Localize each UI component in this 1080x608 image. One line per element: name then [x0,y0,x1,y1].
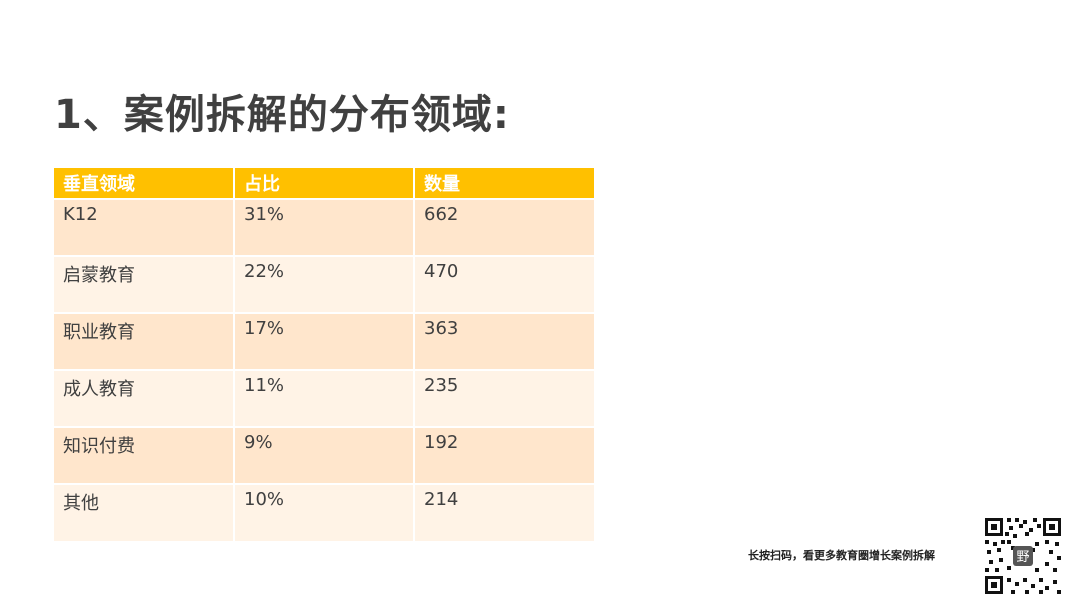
table-row: 职业教育 17% 363 [54,312,594,370]
cell-count: 363 [414,312,594,370]
cell-share: 22% [234,255,415,313]
header-share: 占比 [234,168,415,199]
cell-domain: 职业教育 [54,312,235,370]
cell-share: 11% [234,369,415,427]
cell-count: 192 [414,426,594,484]
qr-code-icon[interactable]: 野 [983,516,1063,596]
cell-count: 214 [414,483,594,541]
scan-caption: 长按扫码，看更多教育圈增长案例拆解 [748,549,935,562]
table-row: 成人教育 11% 235 [54,369,594,427]
cell-domain: 其他 [54,483,235,541]
header-count: 数量 [414,168,594,199]
cell-domain: 成人教育 [54,369,235,427]
table-header-row: 垂直领域 占比 数量 [54,168,594,199]
cell-domain: 知识付费 [54,426,235,484]
cell-share: 10% [234,483,415,541]
page-title: 1、案例拆解的分布领域: [54,92,510,138]
qr-center-label: 野 [1016,550,1029,565]
table-row: 知识付费 9% 192 [54,426,594,484]
cell-count: 662 [414,198,594,256]
cell-count: 235 [414,369,594,427]
cell-domain: K12 [54,198,235,256]
table-row: 启蒙教育 22% 470 [54,255,594,313]
table-row: K12 31% 662 [54,198,594,256]
cell-share: 31% [234,198,415,256]
cell-domain: 启蒙教育 [54,255,235,313]
cell-count: 470 [414,255,594,313]
distribution-table: 垂直领域 占比 数量 K12 31% 662 启蒙教育 22% 470 职业教育… [54,168,594,541]
table-row: 其他 10% 214 [54,483,594,541]
cell-share: 9% [234,426,415,484]
cell-share: 17% [234,312,415,370]
header-vertical-domain: 垂直领域 [54,168,235,199]
